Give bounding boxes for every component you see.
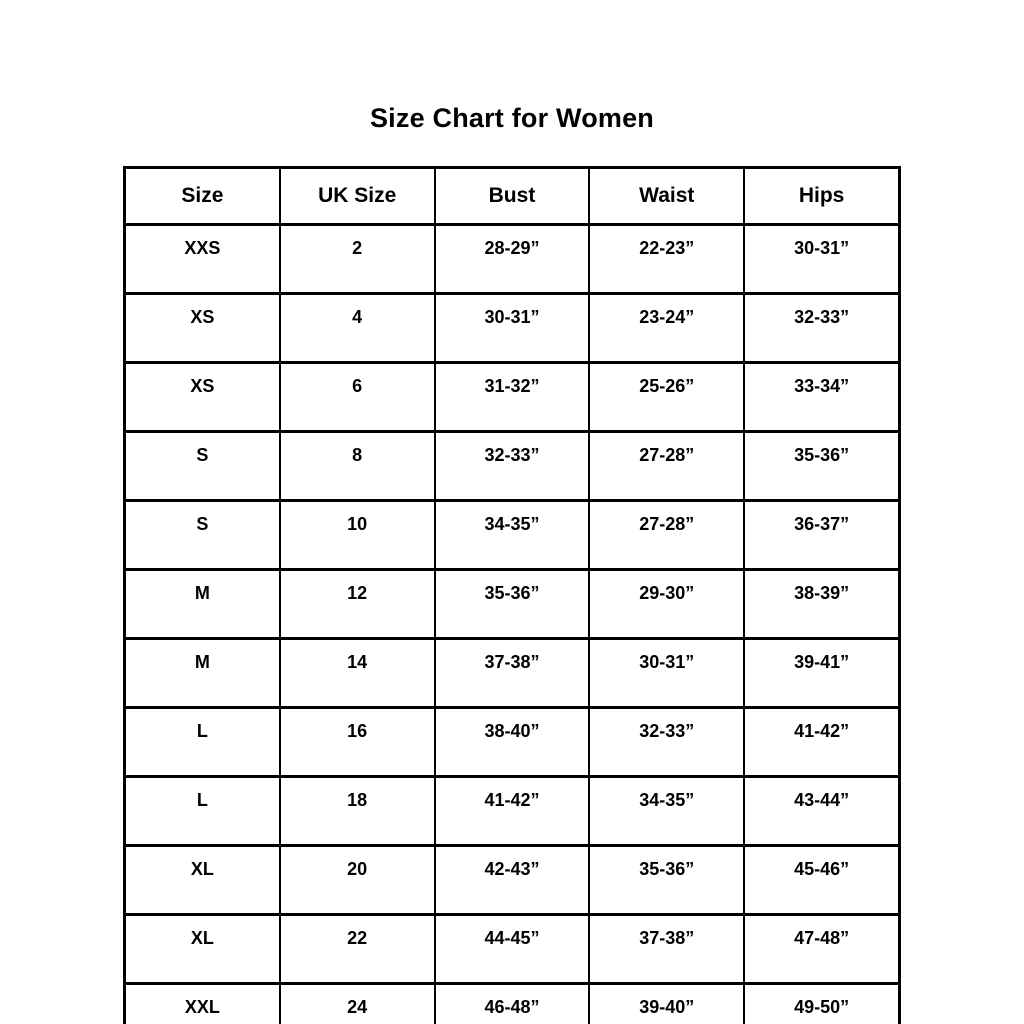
cell-bust: 28-29” <box>433 223 591 295</box>
cell-waist: 27-28” <box>588 430 746 502</box>
cell-bust: 37-38” <box>433 637 591 709</box>
cell-bust: 35-36” <box>433 568 591 640</box>
cell-hips: 39-41” <box>743 637 901 709</box>
table-row: XS 4 30-31” 23-24” 32-33” <box>123 292 901 364</box>
cell-size: M <box>123 637 281 709</box>
cell-hips: 47-48” <box>743 913 901 985</box>
cell-uk-size: 22 <box>278 913 436 985</box>
cell-uk-size: 18 <box>278 775 436 847</box>
cell-uk-size: 24 <box>278 982 436 1024</box>
page-title: Size Chart for Women <box>369 103 655 133</box>
cell-hips: 32-33” <box>743 292 901 364</box>
cell-size: S <box>123 430 281 502</box>
cell-waist: 37-38” <box>588 913 746 985</box>
cell-waist: 34-35” <box>588 775 746 847</box>
table-row: XL 22 44-45” 37-38” 47-48” <box>123 913 901 985</box>
cell-bust: 41-42” <box>433 775 591 847</box>
cell-size: XL <box>123 844 281 916</box>
cell-bust: 46-48” <box>433 982 591 1024</box>
cell-hips: 38-39” <box>743 568 901 640</box>
cell-size: L <box>123 775 281 847</box>
cell-bust: 34-35” <box>433 499 591 571</box>
cell-uk-size: 10 <box>278 499 436 571</box>
column-header-uk-size: UK Size <box>278 166 436 226</box>
cell-size: S <box>123 499 281 571</box>
column-header-waist: Waist <box>588 166 746 226</box>
table-header: Size UK Size Bust Waist Hips <box>123 166 901 226</box>
cell-size: M <box>123 568 281 640</box>
column-header-bust: Bust <box>433 166 591 226</box>
cell-waist: 35-36” <box>588 844 746 916</box>
cell-uk-size: 4 <box>278 292 436 364</box>
cell-hips: 35-36” <box>743 430 901 502</box>
cell-uk-size: 6 <box>278 361 436 433</box>
size-chart-table: Size UK Size Bust Waist Hips XXS 2 28-29… <box>123 166 901 1024</box>
cell-uk-size: 14 <box>278 637 436 709</box>
table-row: XL 20 42-43” 35-36” 45-46” <box>123 844 901 916</box>
cell-hips: 45-46” <box>743 844 901 916</box>
cell-hips: 49-50” <box>743 982 901 1024</box>
cell-waist: 23-24” <box>588 292 746 364</box>
cell-size: XS <box>123 361 281 433</box>
cell-bust: 42-43” <box>433 844 591 916</box>
table-row: M 12 35-36” 29-30” 38-39” <box>123 568 901 640</box>
cell-bust: 32-33” <box>433 430 591 502</box>
cell-waist: 25-26” <box>588 361 746 433</box>
cell-waist: 39-40” <box>588 982 746 1024</box>
table-row: XXS 2 28-29” 22-23” 30-31” <box>123 223 901 295</box>
table-row: XS 6 31-32” 25-26” 33-34” <box>123 361 901 433</box>
table-row: M 14 37-38” 30-31” 39-41” <box>123 637 901 709</box>
cell-uk-size: 2 <box>278 223 436 295</box>
table-row: L 18 41-42” 34-35” 43-44” <box>123 775 901 847</box>
cell-waist: 22-23” <box>588 223 746 295</box>
cell-uk-size: 16 <box>278 706 436 778</box>
column-header-size: Size <box>123 166 281 226</box>
cell-hips: 33-34” <box>743 361 901 433</box>
cell-size: L <box>123 706 281 778</box>
table-body: XXS 2 28-29” 22-23” 30-31” XS 4 30-31” 2… <box>123 223 901 1024</box>
cell-bust: 31-32” <box>433 361 591 433</box>
cell-waist: 29-30” <box>588 568 746 640</box>
cell-bust: 38-40” <box>433 706 591 778</box>
table-row: XXL 24 46-48” 39-40” 49-50” <box>123 982 901 1024</box>
cell-uk-size: 20 <box>278 844 436 916</box>
cell-bust: 30-31” <box>433 292 591 364</box>
table-row: S 10 34-35” 27-28” 36-37” <box>123 499 901 571</box>
cell-hips: 43-44” <box>743 775 901 847</box>
cell-size: XXS <box>123 223 281 295</box>
cell-waist: 32-33” <box>588 706 746 778</box>
table-row: S 8 32-33” 27-28” 35-36” <box>123 430 901 502</box>
cell-waist: 30-31” <box>588 637 746 709</box>
cell-hips: 41-42” <box>743 706 901 778</box>
cell-hips: 36-37” <box>743 499 901 571</box>
header-row: Size UK Size Bust Waist Hips <box>123 166 901 226</box>
cell-waist: 27-28” <box>588 499 746 571</box>
cell-size: XL <box>123 913 281 985</box>
cell-size: XS <box>123 292 281 364</box>
cell-size: XXL <box>123 982 281 1024</box>
cell-uk-size: 8 <box>278 430 436 502</box>
column-header-hips: Hips <box>743 166 901 226</box>
cell-hips: 30-31” <box>743 223 901 295</box>
cell-bust: 44-45” <box>433 913 591 985</box>
table-row: L 16 38-40” 32-33” 41-42” <box>123 706 901 778</box>
cell-uk-size: 12 <box>278 568 436 640</box>
